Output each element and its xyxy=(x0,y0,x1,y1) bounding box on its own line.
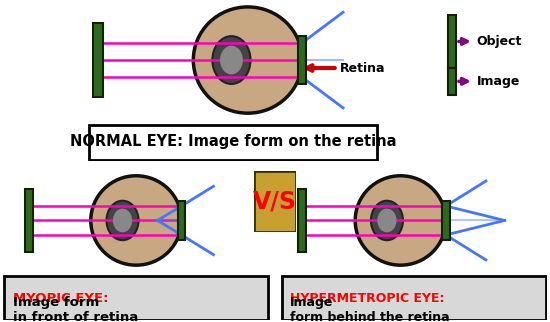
Ellipse shape xyxy=(91,176,182,265)
Ellipse shape xyxy=(194,7,302,113)
Ellipse shape xyxy=(371,201,403,240)
Text: HYPERMETROPIC EYE:: HYPERMETROPIC EYE: xyxy=(290,291,444,305)
Text: Image
form behind the retina: Image form behind the retina xyxy=(290,296,449,322)
Ellipse shape xyxy=(212,36,250,84)
Text: Image form
in front of retina: Image form in front of retina xyxy=(13,296,139,322)
Ellipse shape xyxy=(220,46,243,74)
Ellipse shape xyxy=(377,209,397,232)
FancyBboxPatch shape xyxy=(4,276,268,320)
Text: Object: Object xyxy=(476,35,522,48)
FancyBboxPatch shape xyxy=(254,171,296,232)
Bar xyxy=(25,189,34,252)
Bar xyxy=(448,15,456,68)
Text: Image: Image xyxy=(476,75,520,88)
FancyBboxPatch shape xyxy=(89,125,377,160)
Ellipse shape xyxy=(107,201,139,240)
Bar xyxy=(448,68,456,95)
Text: V/S: V/S xyxy=(253,189,297,213)
Ellipse shape xyxy=(113,209,132,232)
Bar xyxy=(298,36,306,84)
Bar xyxy=(442,201,449,240)
Text: MYOPIC EYE:: MYOPIC EYE: xyxy=(13,291,109,305)
Text: Retina: Retina xyxy=(340,62,386,74)
Ellipse shape xyxy=(355,176,446,265)
Bar xyxy=(298,189,306,252)
Bar xyxy=(94,23,103,97)
Text: NORMAL EYE: Image form on the retina: NORMAL EYE: Image form on the retina xyxy=(69,134,396,149)
FancyBboxPatch shape xyxy=(282,276,546,320)
Bar xyxy=(178,201,185,240)
